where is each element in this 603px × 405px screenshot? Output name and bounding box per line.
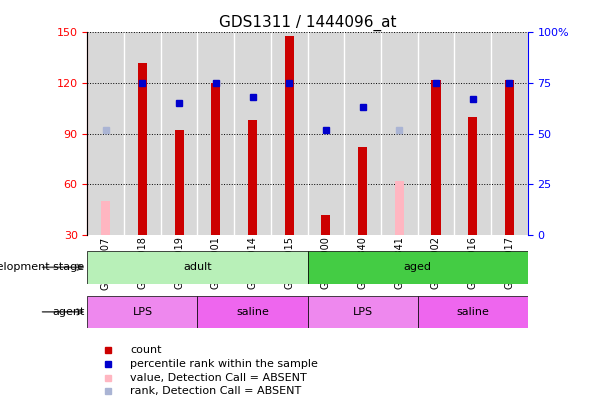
Bar: [87, 251, 308, 284]
Text: LPS: LPS: [133, 307, 153, 317]
Bar: [417, 296, 528, 328]
Bar: [198, 296, 308, 328]
Bar: [344, 32, 381, 235]
Text: saline: saline: [456, 307, 489, 317]
Text: development stage: development stage: [0, 262, 84, 272]
Bar: [468, 117, 477, 235]
Bar: [454, 32, 491, 235]
Text: value, Detection Call = ABSENT: value, Detection Call = ABSENT: [130, 373, 307, 383]
Bar: [161, 32, 198, 235]
Title: GDS1311 / 1444096_at: GDS1311 / 1444096_at: [219, 15, 396, 31]
Bar: [505, 80, 514, 235]
Text: aged: aged: [403, 262, 432, 272]
Text: agent: agent: [52, 307, 84, 317]
Bar: [87, 32, 124, 235]
Bar: [431, 80, 441, 235]
Bar: [321, 215, 330, 235]
Bar: [491, 32, 528, 235]
Text: percentile rank within the sample: percentile rank within the sample: [130, 359, 318, 369]
Bar: [308, 251, 528, 284]
Bar: [358, 147, 367, 235]
Text: count: count: [130, 345, 162, 356]
Text: rank, Detection Call = ABSENT: rank, Detection Call = ABSENT: [130, 386, 302, 396]
Bar: [234, 32, 271, 235]
Bar: [211, 83, 221, 235]
Bar: [198, 32, 234, 235]
Bar: [174, 130, 184, 235]
Text: adult: adult: [183, 262, 212, 272]
Bar: [308, 32, 344, 235]
Bar: [381, 32, 417, 235]
Bar: [124, 32, 161, 235]
Bar: [248, 120, 257, 235]
Bar: [138, 63, 147, 235]
Text: LPS: LPS: [353, 307, 373, 317]
Bar: [417, 32, 454, 235]
Bar: [285, 36, 294, 235]
Bar: [308, 296, 417, 328]
Bar: [271, 32, 308, 235]
Bar: [394, 181, 404, 235]
Bar: [101, 201, 110, 235]
Bar: [87, 296, 197, 328]
Text: saline: saline: [236, 307, 269, 317]
